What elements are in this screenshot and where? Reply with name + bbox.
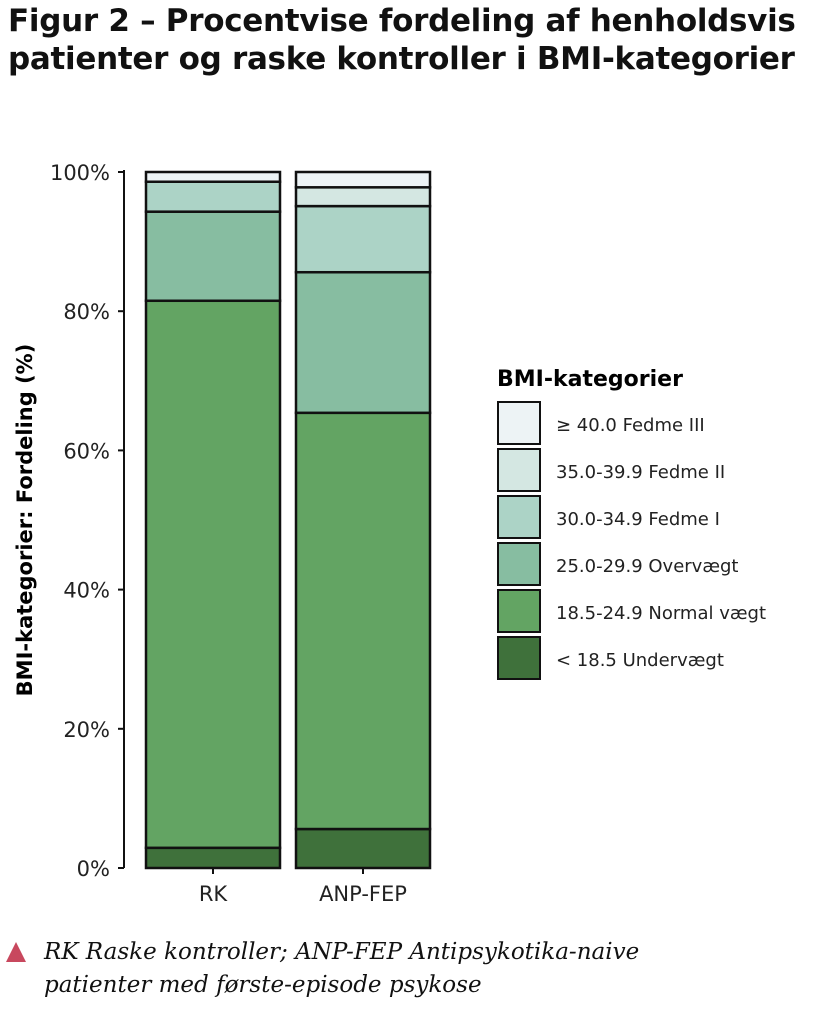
bar-segment: [294, 827, 432, 870]
bar-segment: [294, 186, 432, 208]
x-tick-label: ANP-FEP: [319, 882, 407, 906]
y-tick-label: 0%: [77, 857, 110, 881]
legend-swatch: [497, 401, 541, 445]
legend-swatch: [497, 495, 541, 539]
bar-segment: [294, 170, 432, 189]
y-axis-label: BMI-kategorier: Fordeling (%): [13, 344, 37, 697]
triangle-marker-icon: [6, 942, 26, 962]
legend-label: 35.0-39.9 Fedme II: [556, 462, 725, 483]
y-tick-label: 20%: [63, 718, 110, 742]
bar-segment: [294, 411, 432, 831]
footnote: RK Raske kontroller; ANP-FEP Antipsykoti…: [44, 936, 639, 1002]
bar-segment: [294, 204, 432, 274]
bar-segment: [144, 210, 282, 303]
legend-swatch: [497, 448, 541, 492]
legend-label: ≥ 40.0 Fedme III: [556, 415, 705, 436]
y-tick-label: 100%: [50, 161, 110, 185]
legend-label: 18.5-24.9 Normal vægt: [556, 603, 766, 624]
legend-label: 30.0-34.9 Fedme I: [556, 509, 720, 530]
legend-label: < 18.5 Undervægt: [556, 650, 724, 671]
footnote-line-2: patienter med første-episode psykose: [44, 972, 482, 998]
legend-title: BMI-kategorier: [497, 367, 683, 392]
bar-segment: [144, 299, 282, 850]
stacked-bar-chart: BMI-kategorier: Fordeling (%) BMI-katego…: [13, 161, 766, 906]
bar-segment: [294, 270, 432, 415]
x-tick-label: RK: [199, 882, 229, 906]
chart-title: Figur 2 – Procentvise fordeling af henho…: [8, 3, 796, 77]
y-tick-label: 80%: [63, 300, 110, 324]
y-tick-label: 60%: [63, 439, 110, 463]
bar-segment: [144, 170, 282, 183]
legend-swatch: [497, 636, 541, 680]
y-tick-label: 40%: [63, 579, 110, 603]
bar-segment: [144, 180, 282, 213]
bar-segment: [144, 846, 282, 870]
legend-label: 25.0-29.9 Overvægt: [556, 556, 738, 577]
footnote-line-1: RK Raske kontroller; ANP-FEP Antipsykoti…: [44, 939, 640, 965]
legend-swatch: [497, 542, 541, 586]
legend-swatch: [497, 589, 541, 633]
